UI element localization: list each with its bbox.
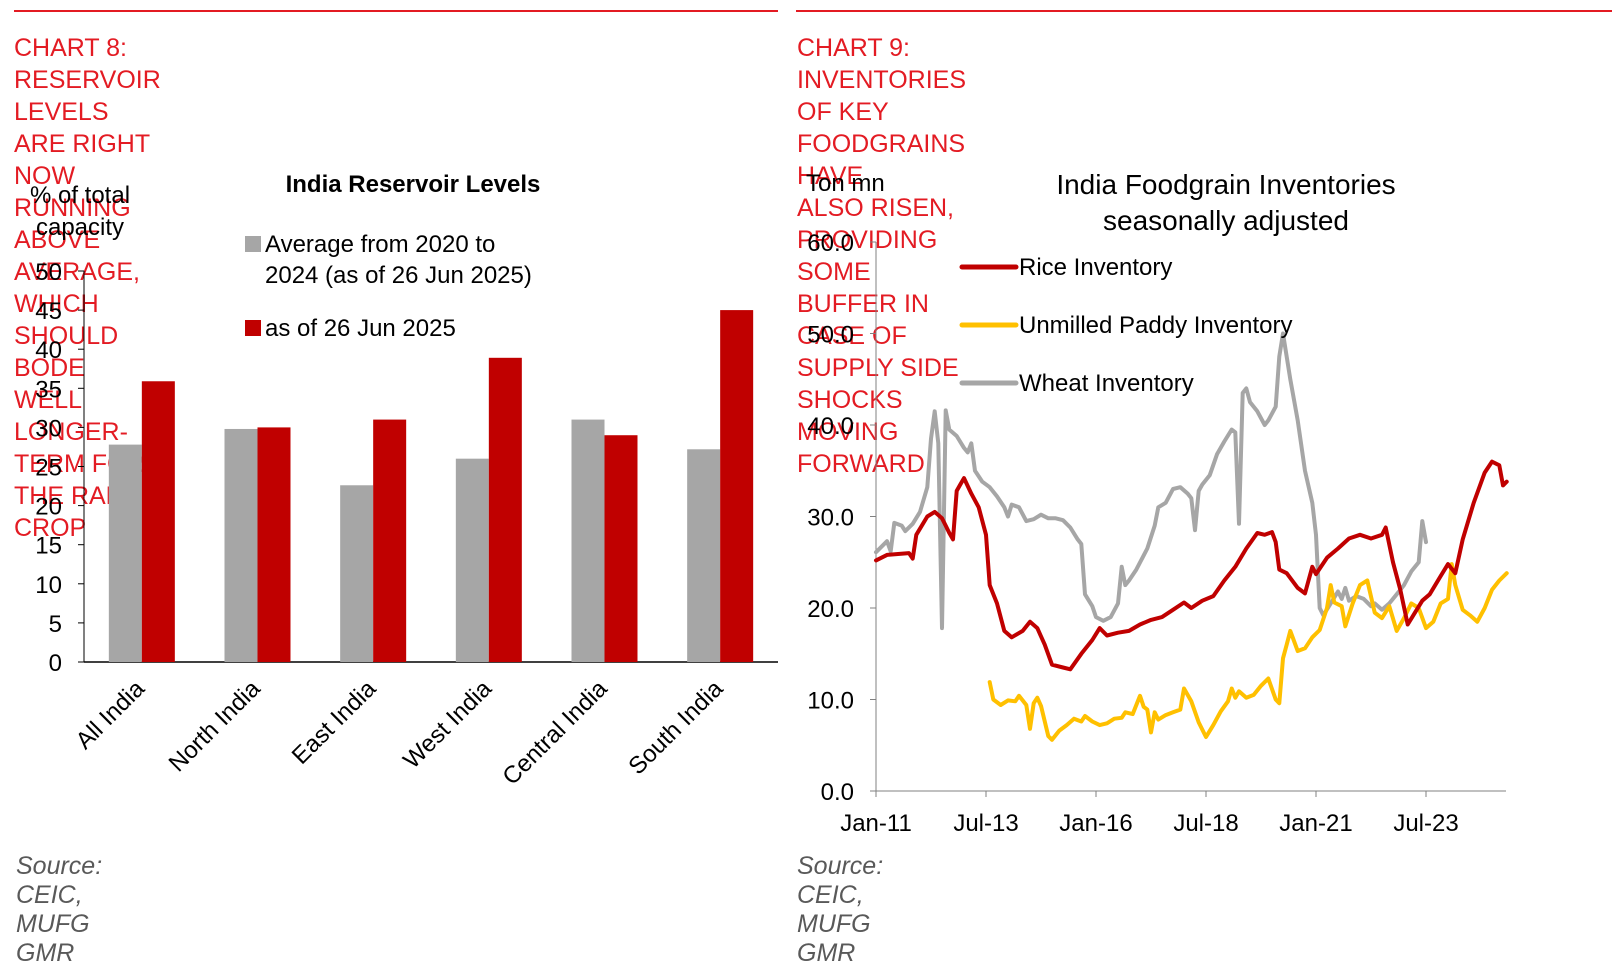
bar-legend: Average from 2020 to 2024 (as of 26 Jun …	[245, 231, 532, 342]
bar-y-tick-label: 50	[35, 259, 62, 286]
line-y-tick-label: 20.0	[807, 596, 854, 623]
legend-label-average-line1: Average from 2020 to	[265, 231, 495, 258]
bar-y-tick-label: 10	[35, 572, 62, 599]
legend-label-wheat-inventory: Wheat Inventory	[1019, 370, 1194, 397]
bar-average-east-india	[340, 485, 374, 662]
bar-y-axis-label-line1: % of total	[30, 182, 130, 209]
legend-label-unmilled-paddy-inventory: Unmilled Paddy Inventory	[1019, 312, 1292, 339]
chart9-header-line: CHART 9: INVENTORIES OF KEY FOODGRAINS H…	[797, 34, 967, 190]
chart9-source: Source: CEIC, MUFG GMR	[797, 852, 884, 967]
bar-average-central-india	[571, 419, 605, 662]
bar-2025-south-india	[720, 310, 754, 662]
line-x-tick-label: Jan-21	[1279, 810, 1352, 837]
bar-y-tick-label: 20	[35, 494, 62, 521]
line-y-axis-label: Ton mn	[806, 170, 885, 197]
line-legend: Rice Inventory Unmilled Paddy Inventory Wh…	[959, 254, 1292, 397]
chart9-top-rule	[796, 10, 1612, 12]
line-y-tick-label: 50.0	[807, 322, 854, 349]
reservoir-bar-chart: India Reservoir Levels % of total capaci…	[30, 171, 778, 790]
legend-swatch-average	[245, 236, 261, 252]
line-x-tick-label: Jan-11	[840, 810, 912, 837]
line-y-tick-label: 40.0	[807, 413, 854, 440]
chart9-header-line: ALSO RISEN, PROVIDING SOME BUFFER IN CAS…	[797, 194, 954, 350]
legend-label-average-line2: 2024 (as of 26 Jun 2025)	[265, 262, 532, 289]
legend-swatch-2025	[245, 320, 261, 336]
bar-y-axis-label-line2: capacity	[36, 214, 124, 241]
bar-y-tick-label: 35	[35, 376, 62, 403]
bar-chart-title: India Reservoir Levels	[286, 171, 541, 198]
bar-average-all-india	[108, 444, 142, 662]
bar-average-south-india	[687, 449, 721, 662]
line-y-tick-label: 10.0	[807, 688, 854, 715]
series-line-rice-inventory	[874, 459, 1509, 672]
foodgrain-line-chart: Ton mn India Foodgrain Inventories seaso…	[806, 169, 1509, 837]
line-y-tick-label: 60.0	[807, 230, 854, 257]
bar-2025-west-india	[488, 357, 522, 662]
bar-y-tick-label: 40	[35, 337, 62, 364]
line-y-tick-label: 30.0	[807, 505, 854, 532]
chart8-header-line: CHART 8: RESERVOIR LEVELS ARE RIGHT NOW	[14, 34, 161, 190]
line-x-tick-label: Jul-18	[1173, 810, 1238, 837]
line-x-tick-label: Jan-16	[1059, 810, 1132, 837]
bar-2025-north-india	[257, 427, 291, 662]
bar-2025-east-india	[373, 419, 407, 662]
line-y-tick-label: 0.0	[821, 779, 854, 806]
bar-2025-central-india	[604, 435, 638, 662]
legend-label-rice-inventory: Rice Inventory	[1019, 254, 1172, 281]
chart9-header: CHART 9: INVENTORIES OF KEY FOODGRAINS H…	[797, 32, 966, 480]
line-x-tick-label: Jul-13	[953, 810, 1018, 837]
bar-y-tick-label: 30	[35, 415, 62, 442]
series-line-unmilled-paddy-inventory	[987, 562, 1509, 742]
bar-average-west-india	[455, 458, 489, 662]
bar-y-tick-label: 5	[49, 611, 62, 638]
bar-y-tick-label: 0	[49, 650, 62, 677]
chart8-header-line: RUNNING ABOVE AVERAGE, WHICH SHOULD BODE	[14, 194, 140, 382]
bar-average-north-india	[224, 428, 258, 662]
line-chart-title-line1: India Foodgrain Inventories	[1056, 169, 1395, 200]
chart8-top-rule	[14, 10, 778, 12]
line-x-tick-label: Jul-23	[1393, 810, 1458, 837]
bar-2025-all-india	[141, 381, 175, 662]
line-chart-title-line2: seasonally adjusted	[1103, 205, 1349, 236]
legend-label-2025: as of 26 Jun 2025	[265, 315, 456, 342]
bar-y-tick-label: 15	[35, 533, 62, 560]
bar-y-tick-label: 45	[35, 298, 62, 325]
bar-y-tick-label: 25	[35, 455, 62, 482]
series-line-wheat-inventory	[874, 331, 1428, 631]
chart9-header-line: SUPPLY SIDE SHOCKS MOVING FORWARD	[797, 354, 959, 478]
